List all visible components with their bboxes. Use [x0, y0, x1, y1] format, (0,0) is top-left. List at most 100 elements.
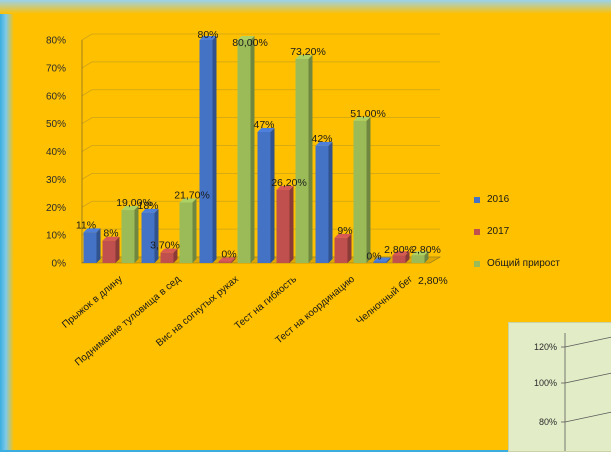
y-tick-label: 70% — [46, 63, 66, 74]
bar-top-1-4 — [334, 233, 352, 238]
bar-top-0-4 — [315, 141, 333, 146]
bar-0-0 — [83, 232, 97, 263]
data-label: 2,80% — [384, 244, 414, 256]
bar-0-5 — [373, 261, 387, 263]
data-label: 21,70% — [174, 190, 210, 202]
bar-top-1-5 — [392, 251, 410, 256]
y-tick-label: 0% — [52, 259, 67, 270]
data-label: 8% — [103, 228, 118, 240]
bar-2-0 — [121, 210, 135, 263]
gridline — [81, 117, 440, 124]
bar-top-1-2 — [218, 257, 236, 262]
chart-bars — [83, 36, 429, 264]
bar-2-4 — [353, 120, 367, 264]
legend-swatch — [474, 260, 480, 267]
data-label: 19,00% — [116, 197, 152, 209]
bar-side-2-3 — [308, 54, 313, 263]
bar-side-1-5 — [405, 251, 410, 263]
bar-top-2-3 — [295, 54, 313, 59]
bar-side-0-5 — [386, 257, 391, 263]
data-label: 80,00% — [232, 37, 268, 49]
gridline — [81, 89, 440, 97]
inset-chart-svg: 120% 100% 80% — [534, 333, 611, 451]
legend-item: Общий прирост — [474, 257, 560, 270]
bar-side-2-4 — [366, 116, 371, 264]
gridline — [81, 61, 440, 69]
y-tick-label: 40% — [46, 147, 66, 158]
legend-swatch — [474, 228, 480, 235]
bar-side-0-2 — [212, 36, 217, 263]
data-label: 18% — [137, 200, 158, 212]
y-tick-label: 80% — [46, 36, 66, 47]
bar-top-1-0 — [102, 236, 120, 241]
data-label: 51,00% — [350, 108, 386, 120]
bar-1-4 — [334, 237, 348, 263]
gridline — [81, 33, 440, 41]
bar-top-2-0 — [121, 206, 139, 211]
bar-side-0-0 — [96, 228, 101, 263]
category-label: Тест на гибкость — [232, 273, 299, 332]
bar-side-2-2 — [250, 36, 255, 263]
data-label: 3,70% — [150, 240, 180, 252]
data-label: 42% — [311, 133, 332, 145]
bar-side-1-3 — [289, 185, 294, 263]
data-label: 73,20% — [290, 46, 326, 58]
bar-top-0-5 — [373, 257, 391, 262]
legend-label: Общий прирост — [487, 258, 560, 269]
bar-0-1 — [141, 212, 155, 263]
y-tick-label: 30% — [46, 175, 66, 186]
data-label: 0% — [366, 251, 381, 263]
bar-top-2-1 — [179, 198, 197, 203]
bar-side-2-5 — [424, 251, 429, 263]
inset-gridline — [564, 336, 611, 348]
inset-chart: 120% 100% 80% — [508, 322, 611, 452]
category-label: Челночный бег — [354, 273, 415, 327]
bar-top-2-5 — [411, 251, 429, 256]
category-label: Поднимание туловища в сед — [73, 274, 183, 369]
bar-0-4 — [315, 145, 329, 263]
inset-tick-label: 100% — [534, 378, 557, 388]
bar-1-5 — [392, 255, 406, 263]
data-label: 80% — [197, 29, 218, 41]
data-label: 47% — [253, 119, 274, 131]
chart-legend: 2016 2017 Общий прирост — [474, 193, 560, 289]
bar-side-1-0 — [115, 236, 120, 263]
data-label-floor: 2,80% — [418, 275, 448, 287]
bar-top-2-2 — [237, 36, 255, 40]
y-tick-label: 50% — [46, 119, 66, 130]
data-label: 2,80% — [411, 244, 441, 256]
y-tick-label: 10% — [46, 231, 66, 242]
category-label: Прыжок в длину — [60, 274, 125, 331]
data-label: 26,20% — [271, 177, 307, 189]
bar-1-2 — [218, 261, 232, 263]
bar-side-0-1 — [154, 208, 159, 263]
legend-swatch — [474, 196, 480, 203]
bar-top-0-1 — [141, 208, 159, 213]
bar-top-1-1 — [160, 248, 178, 253]
bar-2-5 — [411, 255, 425, 263]
bar-top-1-3 — [276, 185, 294, 190]
bar-0-2 — [199, 40, 213, 263]
inset-gridline — [564, 372, 611, 384]
bar-top-0-2 — [199, 36, 217, 40]
bar-2-2 — [237, 40, 251, 263]
y-tick-label: 20% — [46, 203, 66, 214]
inset-tick-label: 80% — [539, 417, 557, 427]
bar-2-3 — [295, 58, 309, 263]
bar-side-2-1 — [192, 198, 197, 263]
bar-2-1 — [179, 202, 193, 263]
legend-label: 2016 — [487, 194, 510, 205]
bar-top-0-3 — [257, 127, 275, 132]
inset-gridline — [564, 411, 611, 423]
bar-top-2-4 — [353, 116, 371, 121]
legend-item: 2017 — [474, 225, 560, 238]
bar-side-0-4 — [328, 141, 333, 263]
bar-1-0 — [102, 240, 116, 263]
bar-1-3 — [276, 189, 290, 263]
legend-label: 2017 — [487, 226, 510, 237]
y-tick-label: 60% — [46, 91, 66, 102]
bar-top-0-0 — [83, 228, 101, 233]
legend-item: 2016 — [474, 193, 560, 206]
bar-1-1 — [160, 252, 174, 263]
